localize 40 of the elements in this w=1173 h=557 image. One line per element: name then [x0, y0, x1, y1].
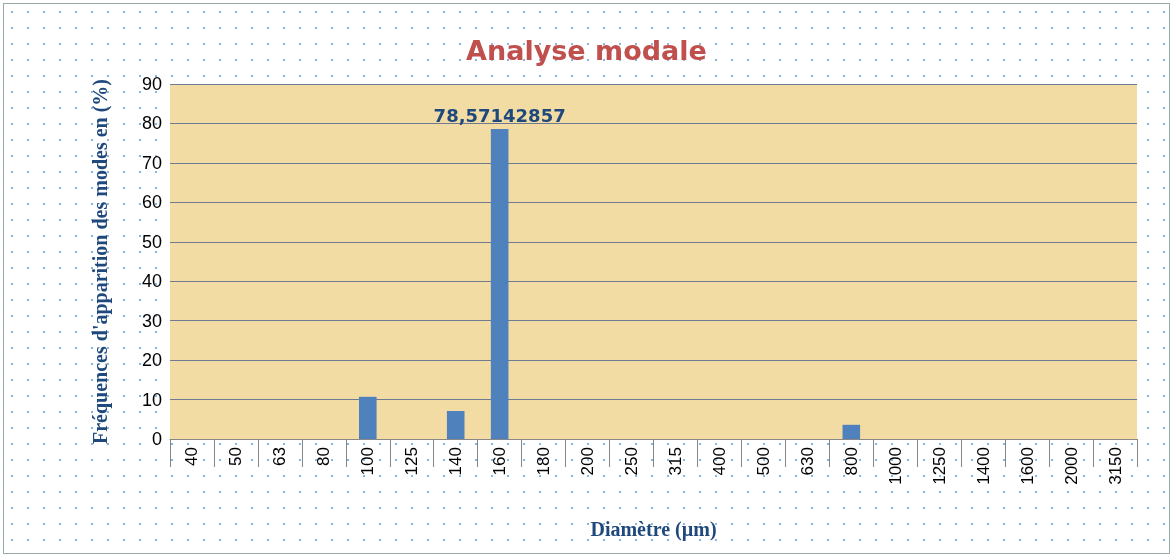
data-label: 78,57142857	[433, 104, 566, 126]
chart-title: Analyse modale	[466, 35, 707, 66]
x-tick-label: 1000	[885, 447, 905, 485]
x-tick-label: 400	[709, 447, 729, 476]
y-tick-label: 10	[141, 389, 162, 410]
bar	[359, 396, 377, 439]
x-tick-label: 315	[665, 447, 685, 476]
x-tick-label: 2000	[1061, 447, 1081, 485]
x-tick-label: 630	[797, 447, 817, 476]
x-tick-label: 200	[578, 447, 598, 476]
x-axis-title: Diamètre (µm)	[590, 518, 717, 541]
y-tick-label: 0	[151, 429, 162, 449]
x-tick-label: 1600	[1017, 447, 1037, 485]
x-tick-label: 3150	[1105, 447, 1125, 485]
x-tick-label: 160	[490, 447, 510, 476]
y-tick-label: 40	[141, 271, 162, 292]
x-tick-label: 50	[226, 447, 246, 466]
x-tick-label: 140	[446, 447, 466, 476]
y-tick-label: 60	[141, 192, 162, 213]
bar	[842, 424, 861, 439]
x-tick-label: 100	[358, 447, 378, 476]
x-tick-label: 1400	[973, 447, 993, 485]
x-tick-label: 800	[841, 447, 861, 476]
y-axis-title: Fréquences d'apparition des modes en (%)	[89, 79, 112, 444]
y-tick-label: 80	[141, 113, 162, 134]
x-tick-label: 180	[534, 447, 554, 476]
y-tick-label: 90	[141, 74, 162, 94]
x-tick-label: 250	[622, 447, 642, 476]
bar	[446, 410, 465, 439]
x-tick-label: 1250	[929, 447, 949, 485]
x-tick-label: 40	[182, 447, 202, 466]
x-tick-label: 125	[402, 447, 422, 476]
bar	[490, 129, 509, 439]
y-tick-label: 20	[141, 350, 162, 371]
x-tick-label: 63	[270, 447, 290, 466]
y-tick-label: 30	[141, 310, 162, 331]
x-tick-label: 80	[314, 447, 334, 466]
y-tick-label: 50	[141, 231, 162, 252]
y-tick-label: 70	[141, 152, 162, 173]
x-tick-label: 500	[753, 447, 773, 476]
